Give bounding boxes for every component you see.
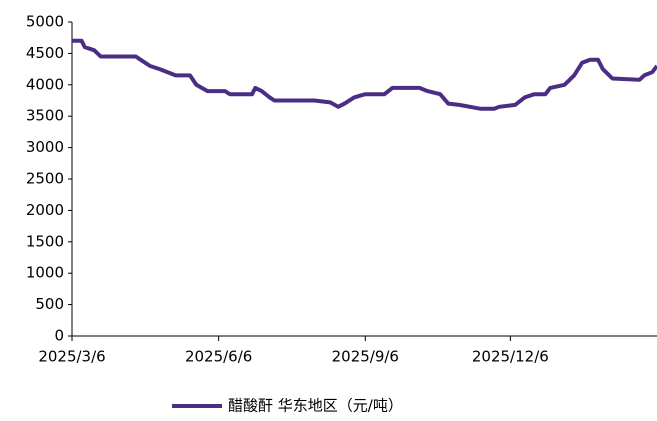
y-tick-label: 1500: [26, 232, 64, 250]
y-tick-label: 5000: [26, 13, 64, 31]
y-tick-label: 2500: [26, 170, 64, 188]
x-tick-label: 2025/12/6: [472, 348, 549, 366]
x-tick-label: 2025/9/6: [332, 348, 399, 366]
y-tick-label: 1000: [26, 264, 64, 282]
x-tick-label: 2025/6/6: [185, 348, 252, 366]
y-tick-label: 2000: [26, 201, 64, 219]
y-tick-label: 3500: [26, 107, 64, 125]
y-tick-label: 4000: [26, 75, 64, 93]
y-tick-label: 3000: [26, 138, 64, 156]
y-tick-label: 0: [54, 327, 64, 345]
y-tick-label: 4500: [26, 44, 64, 62]
x-tick-label: 2025/3/6: [38, 348, 105, 366]
series-line: [72, 38, 657, 111]
y-tick-label: 500: [35, 295, 64, 313]
legend-label: 醋酸酐 华东地区（元/吨）: [228, 397, 403, 415]
